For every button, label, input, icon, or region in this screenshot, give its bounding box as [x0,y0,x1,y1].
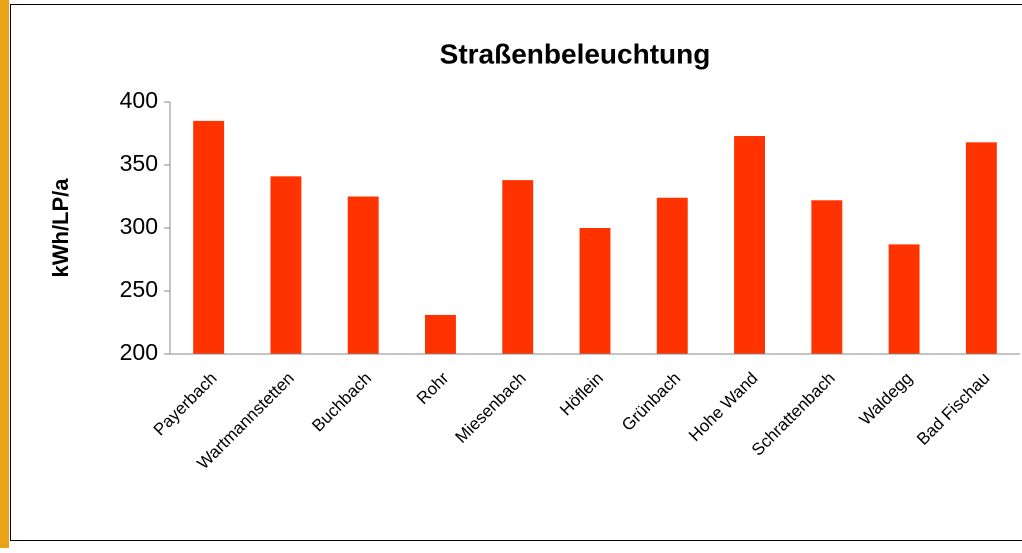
bar [270,176,301,354]
chart-title: Straßenbeleuchtung [440,38,711,69]
bar [580,228,611,354]
bar [734,136,765,354]
y-tick-label: 200 [120,339,158,365]
bar [889,244,920,354]
bar [425,315,456,354]
y-axis-label: kWh/LP/a [48,178,73,278]
y-tick-label: 250 [120,276,158,302]
bar [657,198,688,354]
frame-accent [0,0,9,548]
y-tick-label: 300 [120,213,158,239]
bar [348,197,379,355]
y-tick-label: 350 [120,150,158,176]
bar [966,142,997,354]
y-tick-label: 400 [120,87,158,113]
bar [502,180,533,354]
bar [193,121,224,354]
bar [811,200,842,354]
